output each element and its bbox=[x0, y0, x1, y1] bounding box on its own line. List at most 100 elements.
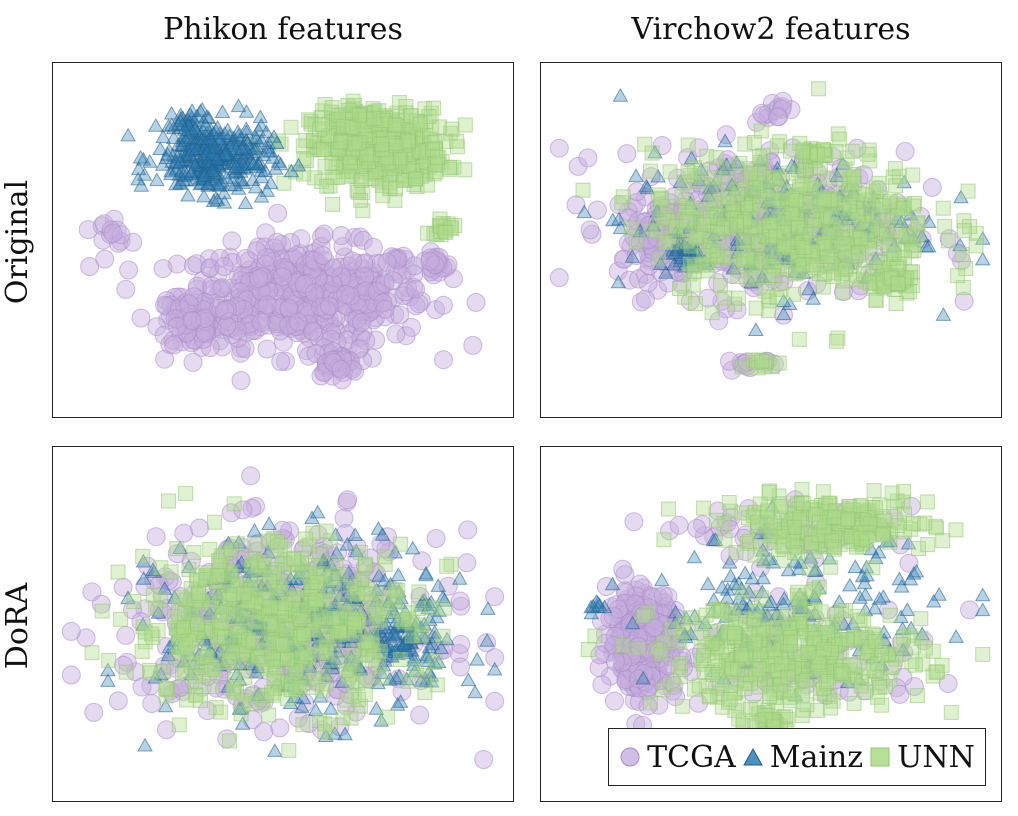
data-point-unn bbox=[342, 155, 358, 171]
data-point-unn bbox=[850, 608, 866, 624]
data-point-unn bbox=[776, 224, 792, 240]
data-point-tcga bbox=[61, 621, 81, 641]
data-point-unn bbox=[315, 683, 331, 699]
data-point-unn bbox=[350, 184, 366, 200]
data-point-tcga bbox=[252, 267, 272, 287]
column-title-phikon: Phikon features bbox=[163, 12, 403, 47]
data-point-unn bbox=[110, 564, 126, 580]
data-point-unn bbox=[614, 195, 630, 211]
data-point-unn bbox=[278, 596, 294, 612]
data-point-unn bbox=[427, 654, 443, 670]
data-point-unn bbox=[163, 564, 179, 580]
data-point-tcga bbox=[195, 323, 215, 343]
data-point-unn bbox=[845, 169, 861, 185]
data-point-unn bbox=[226, 496, 242, 512]
data-point-unn bbox=[888, 296, 904, 311]
data-point-tcga bbox=[249, 294, 269, 314]
data-point-unn bbox=[171, 717, 187, 733]
data-point-tcga bbox=[222, 231, 242, 251]
data-point-tcga bbox=[123, 232, 143, 252]
data-point-tcga bbox=[890, 684, 910, 704]
data-point-mainz bbox=[842, 577, 858, 592]
data-point-unn bbox=[753, 123, 769, 139]
data-point-tcga bbox=[457, 553, 477, 573]
data-point-tcga bbox=[190, 518, 209, 538]
data-point-unn bbox=[888, 178, 904, 194]
data-point-tcga bbox=[350, 227, 370, 247]
data-point-tcga bbox=[895, 142, 915, 161]
data-point-unn bbox=[283, 119, 299, 135]
data-point-tcga bbox=[80, 257, 100, 276]
data-point-unn bbox=[710, 224, 725, 240]
data-point-unn bbox=[685, 277, 701, 293]
data-point-unn bbox=[905, 167, 921, 183]
data-point-unn bbox=[693, 165, 709, 181]
data-point-unn bbox=[787, 266, 803, 282]
data-point-unn bbox=[269, 548, 285, 564]
data-point-unn bbox=[375, 600, 391, 616]
data-point-unn bbox=[414, 627, 430, 643]
data-point-tcga bbox=[311, 366, 331, 386]
data-point-unn bbox=[776, 211, 792, 226]
data-point-tcga bbox=[752, 103, 772, 123]
data-point-unn bbox=[803, 227, 819, 243]
data-point-tcga bbox=[336, 284, 356, 304]
data-point-unn bbox=[411, 584, 427, 600]
data-point-tcga bbox=[231, 371, 251, 390]
data-point-unn bbox=[353, 192, 369, 208]
data-point-tcga bbox=[167, 254, 187, 274]
data-point-tcga bbox=[288, 312, 308, 332]
data-point-unn bbox=[176, 620, 192, 636]
data-point-tcga bbox=[390, 305, 410, 325]
data-point-tcga bbox=[466, 292, 486, 312]
data-point-unn bbox=[276, 175, 292, 191]
series-mainz bbox=[120, 98, 307, 209]
data-point-unn bbox=[910, 216, 926, 232]
data-point-unn bbox=[816, 192, 832, 208]
data-point-unn bbox=[281, 742, 297, 758]
data-point-unn bbox=[178, 485, 194, 501]
data-point-unn bbox=[425, 141, 440, 157]
data-point-mainz bbox=[237, 195, 254, 209]
data-point-tcga bbox=[111, 225, 131, 245]
data-point-unn bbox=[113, 611, 129, 627]
data-point-tcga bbox=[323, 258, 343, 278]
scatter-plot bbox=[61, 466, 505, 769]
data-point-unn bbox=[687, 296, 703, 312]
data-point-tcga bbox=[549, 138, 569, 158]
data-point-tcga bbox=[434, 350, 453, 370]
data-point-unn bbox=[101, 652, 117, 668]
data-point-unn bbox=[773, 281, 789, 297]
data-point-mainz bbox=[974, 251, 991, 266]
data-point-tcga bbox=[331, 359, 351, 379]
data-point-unn bbox=[696, 248, 712, 264]
data-point-unn bbox=[314, 117, 330, 133]
data-point-tcga bbox=[235, 339, 255, 358]
data-point-tcga bbox=[164, 335, 184, 355]
data-point-tcga bbox=[267, 232, 287, 252]
data-point-unn bbox=[730, 269, 746, 284]
data-point-unn bbox=[643, 163, 658, 179]
data-point-unn bbox=[204, 679, 220, 695]
data-point-tcga bbox=[84, 702, 104, 722]
data-point-unn bbox=[379, 709, 395, 725]
data-point-unn bbox=[236, 586, 252, 602]
data-point-tcga bbox=[299, 346, 319, 366]
data-point-unn bbox=[740, 250, 756, 266]
data-point-unn bbox=[388, 181, 403, 197]
data-point-unn bbox=[352, 107, 368, 123]
data-point-unn bbox=[444, 121, 460, 137]
data-point-unn bbox=[180, 645, 196, 661]
data-point-mainz bbox=[451, 570, 468, 585]
data-point-tcga bbox=[349, 339, 369, 359]
data-point-tcga bbox=[256, 248, 276, 268]
series-tcga bbox=[78, 203, 486, 390]
data-point-tcga bbox=[580, 220, 600, 240]
data-point-tcga bbox=[406, 279, 426, 299]
data-point-unn bbox=[315, 142, 331, 157]
data-point-unn bbox=[295, 717, 311, 733]
data-point-mainz bbox=[180, 187, 196, 202]
data-point-unn bbox=[366, 110, 382, 126]
data-point-unn bbox=[754, 254, 770, 270]
data-point-unn bbox=[743, 165, 758, 181]
